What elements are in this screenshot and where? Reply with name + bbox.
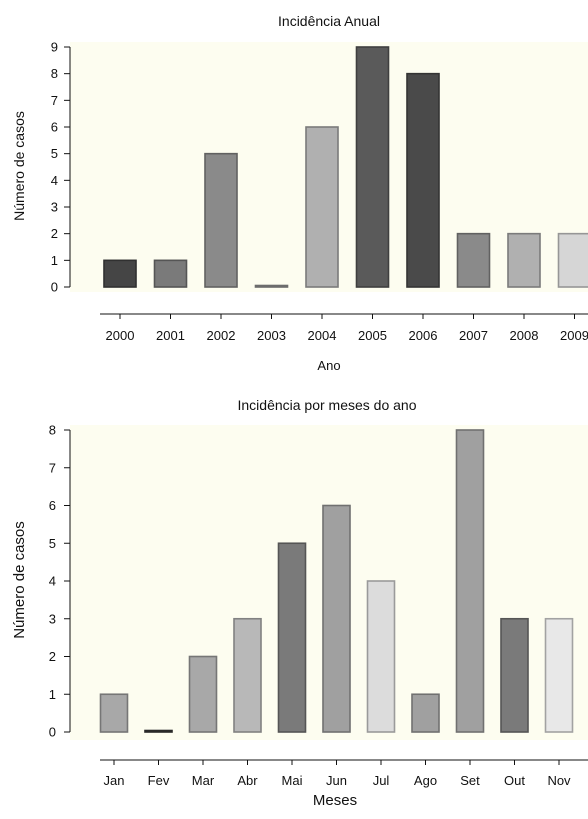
x-tick-label: Abr [237,773,258,788]
x-tick-label: Mai [282,773,303,788]
x-tick-label: 2009 [560,328,588,343]
x-tick-label: 2003 [257,328,286,343]
x-tick-label: Jul [373,773,390,788]
chart-title: Incidência Anual [278,13,380,29]
x-tick-label: 2005 [358,328,387,343]
y-tick-label: 3 [51,200,58,215]
bar-ago [412,694,439,732]
x-tick-label: 2000 [106,328,135,343]
y-tick-label: 2 [51,226,58,241]
x-axis-label: Ano [317,358,340,373]
x-tick-label: 2007 [459,328,488,343]
y-tick-label: 3 [49,611,56,626]
bar-fev [145,731,172,733]
x-tick-label: 2001 [156,328,185,343]
y-tick-label: 6 [51,120,58,135]
bar-mai [279,543,306,732]
bar-jan [101,694,128,732]
bar-2000 [104,260,136,287]
y-tick-label: 2 [49,649,56,664]
y-tick-label: 8 [49,423,56,438]
bar-2008 [508,234,540,287]
bar-jul [368,581,395,732]
y-tick-label: 8 [51,66,58,81]
y-ticks: 0 1 2 3 4 5 6 7 8 9 [51,40,70,295]
y-tick-label: 7 [49,460,56,475]
x-tick-label: 2008 [510,328,539,343]
bar-2007 [458,234,490,287]
x-tick-label: Out [504,773,525,788]
y-tick-label: 1 [51,253,58,268]
bar-2003 [256,286,288,288]
x-tick-label: 2004 [308,328,337,343]
x-axis-label: Meses [313,792,357,809]
y-tick-label: 4 [49,574,56,589]
y-tick-label: 0 [51,280,58,295]
monthly-incidence-chart: Incidência por meses do ano Número de ca… [11,397,588,809]
bar-2009 [559,234,588,287]
x-tick-label: 2002 [207,328,236,343]
chart-title: Incidência por meses do ano [238,397,417,413]
x-ticks: 2000 2001 2002 2003 2004 2005 2006 2007 2008 2009 [106,314,588,343]
bar-abr [234,619,261,732]
bar-2002 [205,154,237,287]
x-tick-label: Jan [104,773,125,788]
y-tick-label: 1 [49,687,56,702]
x-tick-label: Set [460,773,480,788]
y-tick-label: 0 [49,725,56,740]
annual-incidence-chart: Incidência Anual Número de casos Ano 0 1 2… [11,13,588,373]
bar-mar [190,657,217,733]
bar-out [501,619,528,732]
y-tick-label: 6 [49,498,56,513]
bar-nov [546,619,573,732]
x-tick-label: 2006 [409,328,438,343]
bar-jun [323,506,350,733]
y-axis-label: Número de casos [11,111,27,221]
bar-2004 [306,127,338,287]
x-tick-label: Nov [547,773,571,788]
x-tick-label: Ago [414,773,437,788]
y-tick-label: 5 [49,536,56,551]
y-ticks: 0 1 2 3 4 5 6 7 8 [49,423,70,740]
x-tick-label: Fev [148,773,170,788]
y-axis-label: Número de casos [11,521,28,639]
y-tick-label: 7 [51,93,58,108]
bar-2005 [357,47,389,287]
bar-2006 [407,74,439,287]
bar-set [457,430,484,732]
y-tick-label: 9 [51,40,58,55]
x-tick-label: Jun [326,773,347,788]
x-ticks: JanFevMarAbrMaiJunJulAgoSetOutNovDez [104,760,588,788]
y-tick-label: 4 [51,173,58,188]
y-tick-label: 5 [51,146,58,161]
x-tick-label: Mar [192,773,215,788]
bar-2001 [155,260,187,287]
